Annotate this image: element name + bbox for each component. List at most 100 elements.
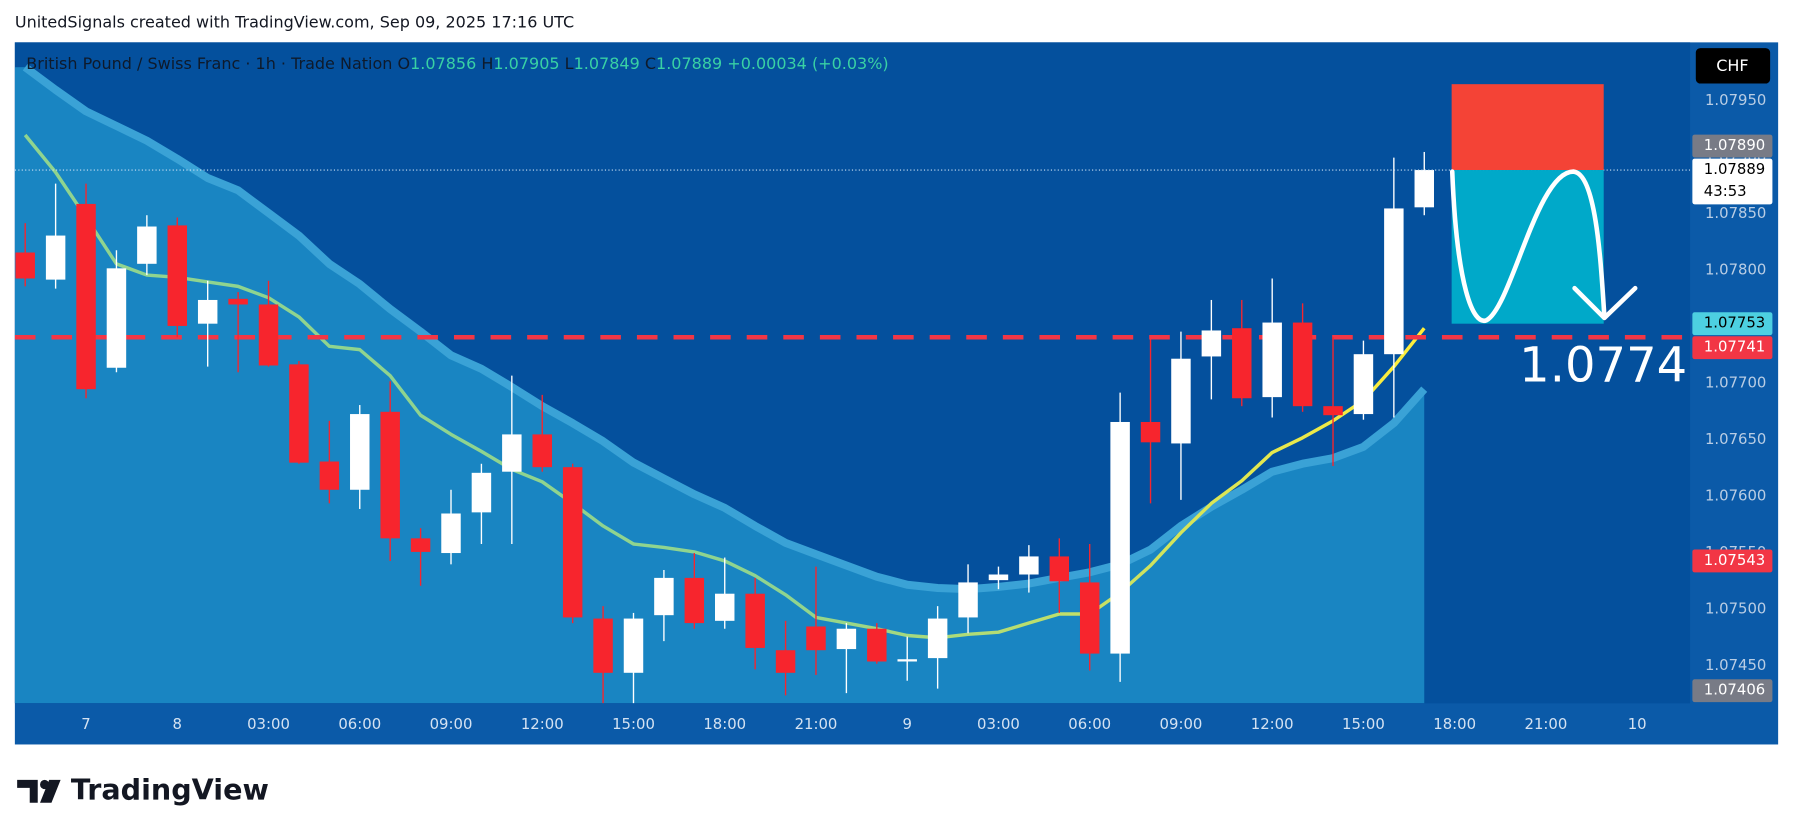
y-tick-label: 1.07950 [1705, 91, 1766, 109]
x-tick-label: 9 [902, 715, 911, 733]
band-area [14, 67, 1425, 704]
price-tag [1692, 134, 1773, 158]
price-tag-label: 1.07406 [1704, 681, 1765, 699]
price-tag [1692, 312, 1773, 336]
candle-body [1323, 406, 1343, 416]
position-layer [1451, 84, 1604, 324]
candle-body [471, 472, 492, 513]
candle-body [502, 434, 522, 472]
candle-body [775, 650, 796, 673]
candle-body [1292, 322, 1313, 407]
x-tick-label: 06:00 [338, 715, 381, 733]
candle-body [532, 434, 552, 468]
countdown: 43:53 [1704, 182, 1747, 200]
candle-body [684, 577, 705, 624]
x-tick-label: 21:00 [1525, 715, 1568, 733]
candle-body [228, 298, 248, 305]
price-tag [1692, 679, 1773, 703]
x-tick-label: 8 [173, 715, 182, 733]
candle-body [715, 593, 735, 621]
candle-body [1201, 330, 1222, 357]
legend-change: +0.00034 (+0.03%) [727, 54, 888, 73]
x-tick-label: 21:00 [795, 715, 838, 733]
target-zone [1451, 170, 1604, 324]
candle-body [410, 538, 431, 552]
candle-body [1110, 421, 1130, 654]
candle-body [1019, 556, 1039, 575]
x-tick-label: 06:00 [1068, 715, 1111, 733]
y-tick-label: 1.07600 [1705, 487, 1766, 505]
candle-body [806, 626, 826, 651]
candle-body [745, 593, 765, 648]
legend-close: 1.07889 [656, 54, 722, 73]
price-tag-label: 1.07543 [1704, 551, 1765, 569]
projection-arrow [1449, 169, 1607, 324]
candle-body [1414, 170, 1434, 208]
legend-c: C [645, 54, 656, 73]
price-tag-label: 1.07889 [1704, 160, 1765, 178]
candle-body [1262, 322, 1282, 398]
candle-body [1384, 208, 1404, 355]
currency-label[interactable]: CHF [1716, 56, 1748, 75]
price-tag [1692, 336, 1773, 360]
candle-body [958, 582, 978, 618]
candle-body [350, 414, 370, 490]
axes: 7 8 03:00 06:00 09:00 12:00 15:00 18:00 21:00 9 03… [81, 91, 1773, 733]
brand-logo [17, 779, 61, 803]
header: UnitedSignals created with TradingView.c… [15, 12, 574, 31]
arrow-head [1572, 285, 1638, 321]
stop-zone [1451, 84, 1604, 171]
y-tick-label: 1.07450 [1705, 656, 1766, 674]
x-tick-label: 18:00 [703, 715, 746, 733]
legend-h: H [481, 54, 493, 73]
annotation: 1.0774 [1519, 337, 1687, 393]
price-tag [1692, 158, 1773, 205]
candle-body [562, 467, 583, 618]
logo-shape [17, 779, 38, 803]
price-tag [1692, 549, 1773, 573]
candle-body [897, 659, 917, 662]
y-tick-label: 1.07500 [1705, 600, 1766, 618]
candle-body [197, 299, 218, 324]
x-tick-label: 09:00 [430, 715, 473, 733]
price-tag-label: 1.07890 [1704, 136, 1765, 154]
candle-body [1232, 328, 1252, 399]
candle-body [836, 628, 857, 650]
candle-body [1079, 582, 1100, 654]
candle-layer [14, 151, 1691, 704]
candle-body [623, 618, 644, 673]
price-tag-label: 1.07753 [1704, 314, 1765, 332]
candle-body [988, 574, 1009, 581]
candle-body [258, 304, 279, 366]
x-tick-label: 03:00 [977, 715, 1020, 733]
candle-body [1353, 354, 1374, 415]
x-tick-label: 03:00 [247, 715, 290, 733]
candle-body [1171, 358, 1191, 444]
y-tick-label: 1.07700 [1705, 374, 1766, 392]
candle-body [441, 513, 461, 554]
x-tick-label: 12:00 [521, 715, 564, 733]
x-tick-label: 18:00 [1433, 715, 1476, 733]
y-tick-label: 1.07850 [1705, 204, 1766, 222]
legend: British Pound / Swiss Franc · 1h · Trade… [26, 54, 888, 73]
x-tick-label: 7 [81, 715, 90, 733]
x-tick-label: 15:00 [1342, 715, 1385, 733]
legend-symbol: British Pound / Swiss Franc · 1h · Trade… [26, 54, 392, 73]
candle-body [76, 203, 96, 390]
plot [14, 63, 1691, 704]
candle-body [167, 225, 188, 326]
candle-body [927, 618, 948, 659]
candle-body [319, 461, 340, 490]
currency-button[interactable] [1695, 48, 1771, 84]
legend-open: 1.07856 [410, 54, 476, 73]
x-tick-label: 09:00 [1160, 715, 1203, 733]
candle-body [15, 252, 35, 279]
x-tick-label: 10 [1628, 715, 1647, 733]
candle-body [1049, 556, 1070, 582]
candle-body [1140, 421, 1161, 443]
band-edge [22, 63, 1428, 594]
price-tag-label: 1.07741 [1704, 338, 1765, 356]
legend-high: 1.07905 [493, 54, 559, 73]
